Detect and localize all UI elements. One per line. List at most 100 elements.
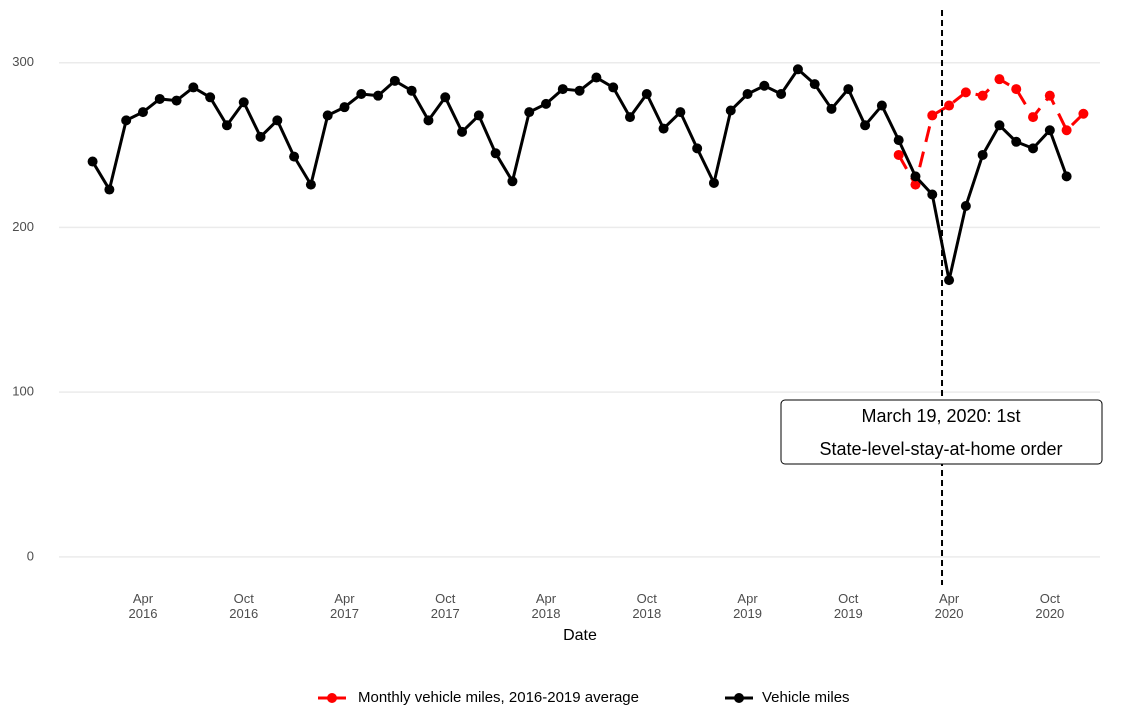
point bbox=[339, 102, 350, 113]
point bbox=[725, 105, 736, 116]
point bbox=[792, 64, 803, 75]
point bbox=[473, 110, 484, 121]
point bbox=[1044, 90, 1055, 101]
point bbox=[944, 275, 955, 286]
x-axis-label: Date bbox=[563, 627, 597, 644]
x-tick-line: Oct bbox=[1040, 591, 1061, 606]
point bbox=[675, 107, 686, 118]
point bbox=[305, 179, 316, 190]
x-tick-line: 2018 bbox=[532, 606, 561, 621]
point bbox=[608, 82, 619, 93]
x-tick-line: 2020 bbox=[1035, 606, 1064, 621]
point bbox=[524, 107, 535, 118]
point bbox=[1044, 125, 1055, 136]
point bbox=[910, 179, 921, 190]
y-tick-label: 100 bbox=[12, 384, 34, 399]
y-tick-label: 300 bbox=[12, 54, 34, 69]
x-tick-line: Oct bbox=[435, 591, 456, 606]
point bbox=[507, 176, 518, 187]
point bbox=[843, 84, 854, 95]
point bbox=[692, 143, 703, 154]
legend-marker bbox=[734, 693, 744, 703]
point bbox=[356, 89, 367, 100]
point bbox=[457, 126, 468, 137]
point bbox=[994, 74, 1005, 85]
x-tick-line: 2018 bbox=[632, 606, 661, 621]
x-tick-line: 2019 bbox=[733, 606, 762, 621]
point bbox=[1078, 108, 1089, 119]
x-tick-label: Oct 2020 bbox=[1035, 591, 1064, 621]
point bbox=[1028, 143, 1039, 154]
point bbox=[658, 123, 669, 134]
point bbox=[742, 89, 753, 100]
x-tick-line: Oct bbox=[637, 591, 658, 606]
annotation-text: March 19, 2020: 1st bbox=[861, 406, 1020, 426]
point bbox=[1061, 171, 1072, 182]
legend-marker bbox=[327, 693, 337, 703]
point bbox=[977, 90, 988, 101]
point bbox=[440, 92, 451, 103]
point bbox=[322, 110, 333, 121]
legend-label: Vehicle miles bbox=[762, 689, 850, 706]
annotation-box bbox=[780, 399, 1103, 465]
point bbox=[960, 87, 971, 98]
line bbox=[91, 67, 1069, 281]
point bbox=[624, 112, 635, 123]
x-tick-label: Oct 2019 bbox=[834, 591, 863, 621]
point bbox=[389, 75, 400, 86]
point bbox=[87, 156, 98, 167]
x-tick-line: Apr bbox=[536, 591, 557, 606]
point bbox=[205, 92, 216, 103]
point bbox=[1061, 125, 1072, 136]
x-tick-line: 2019 bbox=[834, 606, 863, 621]
series bbox=[893, 74, 1089, 190]
x-tick-label: Oct 2017 bbox=[431, 591, 460, 621]
y-tick-label: 200 bbox=[12, 219, 34, 234]
point bbox=[121, 115, 132, 126]
point bbox=[541, 98, 552, 109]
point bbox=[373, 90, 384, 101]
point bbox=[1011, 84, 1022, 95]
point bbox=[171, 95, 182, 106]
point bbox=[272, 115, 283, 126]
point bbox=[876, 100, 887, 111]
x-tick-line: Apr bbox=[737, 591, 758, 606]
annotation-text: State-level-stay-at-home order bbox=[819, 439, 1062, 459]
point bbox=[809, 79, 820, 90]
point bbox=[994, 120, 1005, 131]
point bbox=[423, 115, 434, 126]
point bbox=[137, 107, 148, 118]
point bbox=[221, 120, 232, 131]
point bbox=[960, 201, 971, 212]
x-tick-line: 2016 bbox=[229, 606, 258, 621]
x-tick-line: Oct bbox=[838, 591, 859, 606]
point bbox=[406, 85, 417, 96]
x-tick-label: Oct 2018 bbox=[632, 591, 661, 621]
x-tick-line: Apr bbox=[939, 591, 960, 606]
y-tick-label: 0 bbox=[27, 548, 34, 563]
legend-label: Monthly vehicle miles, 2016-2019 average bbox=[358, 689, 639, 706]
point bbox=[776, 89, 787, 100]
point bbox=[860, 120, 871, 131]
point bbox=[708, 177, 719, 188]
point bbox=[927, 189, 938, 200]
x-tick-line: Apr bbox=[334, 591, 355, 606]
point bbox=[1028, 112, 1039, 123]
x-tick-line: 2016 bbox=[129, 606, 158, 621]
x-tick-label: Apr 2019 bbox=[733, 591, 762, 621]
point bbox=[238, 97, 249, 108]
point bbox=[977, 149, 988, 160]
x-tick-line: 2020 bbox=[935, 606, 964, 621]
point bbox=[826, 103, 837, 114]
line bbox=[897, 77, 1085, 189]
x-tick-line: Oct bbox=[234, 591, 255, 606]
point bbox=[641, 89, 652, 100]
point bbox=[188, 82, 199, 93]
point bbox=[490, 148, 501, 159]
x-tick-label: Oct 2016 bbox=[229, 591, 258, 621]
x-tick-label: Apr 2018 bbox=[532, 591, 561, 621]
series bbox=[87, 64, 1072, 286]
x-tick-line: 2017 bbox=[330, 606, 359, 621]
